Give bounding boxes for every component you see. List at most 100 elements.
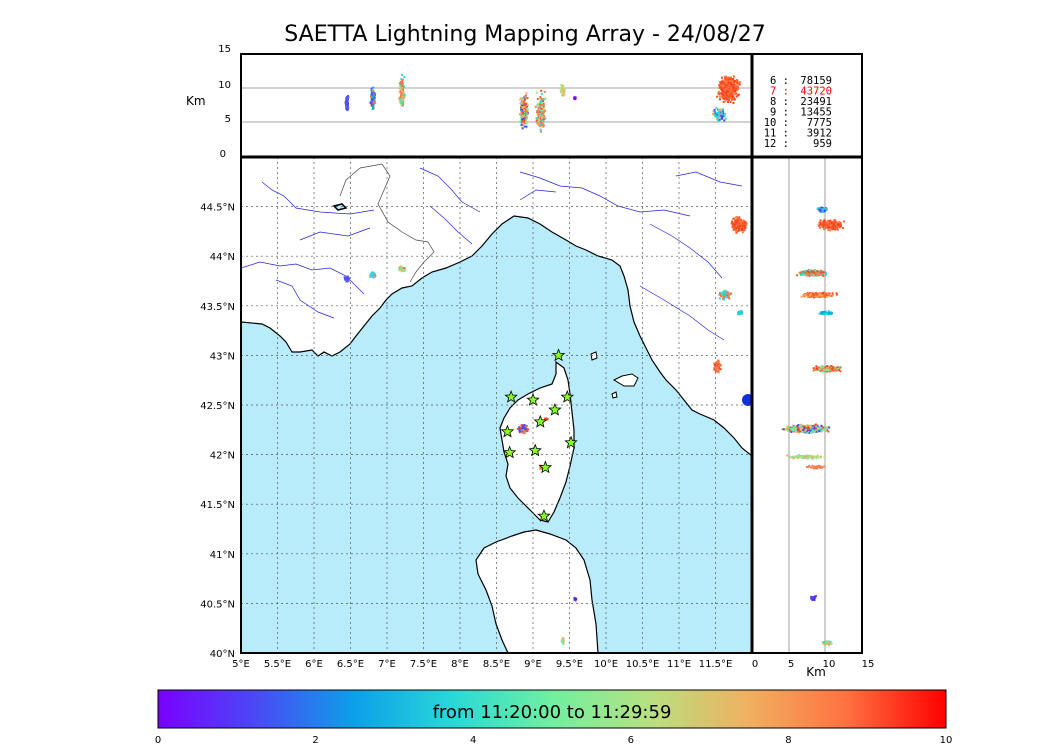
borders: [339, 163, 435, 283]
lightning-source: [714, 114, 717, 117]
lightning-source: [732, 222, 735, 225]
lightning-source: [813, 456, 816, 459]
lightning-source: [731, 82, 734, 85]
lightning-source: [741, 225, 744, 227]
lightning-source: [806, 271, 809, 274]
alt-ytick-0: 0: [220, 149, 226, 160]
lightning-source: [735, 95, 738, 98]
colorbar-tick-6: 6: [628, 735, 634, 746]
lightning-source: [728, 88, 731, 91]
lightning-source: [806, 296, 809, 299]
lightning-source: [832, 223, 835, 226]
lightning-source: [525, 122, 528, 125]
lightning-source: [399, 100, 401, 103]
lightning-source: [818, 209, 821, 212]
lightning-source: [803, 294, 806, 297]
lightning-source: [735, 216, 738, 219]
lightning-source: [822, 223, 825, 226]
lon-tick: 10°E: [594, 659, 618, 670]
lat-tick: 42°N: [210, 451, 235, 462]
lightning-source: [523, 122, 526, 124]
lightning-source: [739, 225, 741, 228]
lightning-source: [519, 102, 522, 105]
lightning-source: [738, 83, 741, 86]
lightning-source: [815, 466, 818, 469]
lightning-source: [810, 274, 812, 277]
side-xtick-0: 0: [752, 659, 758, 670]
lightning-source: [398, 82, 401, 85]
lightning-source: [792, 424, 795, 427]
lightning-source: [539, 106, 542, 109]
lightning-source: [720, 88, 723, 91]
count-label: 8 :: [770, 96, 789, 108]
lightning-source: [818, 430, 821, 433]
lightning-source: [722, 94, 725, 97]
lightning-source: [402, 87, 404, 90]
lightning-source: [739, 223, 742, 226]
capraia-island: [590, 351, 598, 361]
lightning-source: [539, 105, 542, 108]
lightning-source: [723, 119, 726, 122]
lightning-source: [789, 456, 792, 459]
lightning-source: [733, 75, 735, 78]
lightning-source: [815, 427, 818, 430]
lightning-source: [737, 313, 739, 316]
lightning-source: [346, 97, 349, 100]
lightning-source: [822, 228, 825, 230]
lightning-source: [823, 312, 825, 315]
lightning-source: [400, 78, 403, 81]
lightning-source: [723, 97, 726, 100]
lightning-source: [538, 97, 541, 100]
lightning-source: [822, 226, 825, 229]
lightning-source: [370, 95, 373, 98]
lightning-source: [842, 227, 844, 229]
lightning-source: [826, 367, 829, 369]
lightning-source: [726, 85, 728, 88]
lightning-source: [831, 292, 834, 295]
lightning-source: [799, 274, 802, 276]
lightning-source: [737, 83, 740, 86]
lightning-source: [729, 94, 732, 97]
lightning-source: [825, 225, 828, 228]
lightning-source: [822, 271, 825, 274]
lightning-source: [561, 85, 564, 88]
lightning-source: [401, 89, 404, 91]
lightning-source: [733, 81, 736, 84]
lightning-source: [523, 432, 526, 435]
lightning-source: [742, 226, 745, 229]
lon-tick: 5°E: [232, 659, 250, 670]
lightning-source: [718, 113, 721, 116]
lightning-source: [789, 427, 792, 430]
lightning-source: [791, 428, 794, 430]
lightning-source: [717, 90, 720, 93]
lightning-source: [720, 76, 723, 79]
lightning-source: [369, 101, 372, 104]
count-value: 959: [813, 138, 832, 150]
lightning-source: [536, 121, 539, 124]
lat-tick: 44.5°N: [200, 203, 235, 214]
lightning-source: [725, 97, 728, 100]
lightning-source: [717, 114, 720, 117]
lightning-source: [814, 366, 816, 369]
lightning-source: [730, 93, 733, 96]
lightning-source: [805, 455, 807, 458]
lightning-source: [402, 100, 405, 103]
side-xlabel: Km: [806, 665, 826, 679]
lightning-source: [535, 117, 538, 120]
lightning-source: [539, 108, 542, 111]
lightning-source: [827, 368, 830, 371]
station-markers: [500, 348, 578, 522]
lightning-source: [821, 370, 824, 373]
lightning-source: [782, 428, 785, 431]
lightning-source: [720, 92, 723, 95]
lightning-source: [829, 221, 832, 224]
lightning-source: [523, 102, 526, 105]
lightning-source: [719, 108, 722, 111]
station-star: [560, 389, 575, 403]
lightning-source: [524, 425, 527, 428]
lightning-source: [806, 269, 809, 272]
lightning-source: [723, 292, 726, 295]
lightning-source: [542, 111, 545, 114]
lightning-source: [400, 269, 403, 272]
lightning-source: [836, 366, 839, 369]
